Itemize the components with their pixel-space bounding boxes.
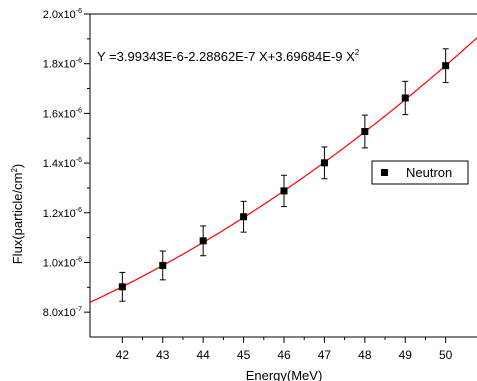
x-tick-label: 46 — [277, 348, 291, 362]
data-point — [280, 187, 288, 195]
fit-equation: Y =3.99343E-6-2.28862E-7 X+3.69684E-9 X2 — [97, 48, 360, 64]
x-tick-label: 48 — [358, 348, 372, 362]
data-point — [361, 128, 369, 136]
data-point — [240, 213, 248, 221]
legend-marker — [381, 169, 388, 176]
legend: Neutron — [371, 160, 469, 185]
legend-label: Neutron — [406, 165, 452, 180]
y-tick-label: 1.4x10-6 — [43, 157, 82, 170]
data-point — [118, 283, 126, 291]
x-axis-label: Energy(MeV) — [246, 368, 323, 381]
x-tick-label: 42 — [116, 348, 130, 362]
y-axis-label: Flux(particle/cm2) — [10, 164, 25, 265]
x-tick-label: 47 — [318, 348, 332, 362]
data-point — [199, 237, 207, 245]
x-tick-label: 43 — [156, 348, 170, 362]
data-point — [320, 159, 328, 167]
x-axis-ticks: 42 43 44 45 46 47 48 49 50 — [116, 337, 453, 362]
legend-box — [371, 160, 469, 185]
data-point — [442, 62, 450, 70]
y-tick-label: 1.2x10-6 — [43, 207, 82, 220]
y-axis-ticks: 8.0x10-7 1.0x10-6 1.2x10-6 1.4x10-6 1.6x10-6… — [43, 8, 90, 319]
y-tick-label: 1.0x10-6 — [43, 256, 82, 269]
x-tick-label: 49 — [399, 348, 413, 362]
y-tick-label: 8.0x10-7 — [43, 306, 82, 319]
y-tick-label: 1.8x10-6 — [43, 58, 82, 71]
x-tick-label: 44 — [196, 348, 210, 362]
y-tick-label: 1.6x10-6 — [43, 107, 82, 120]
data-point — [159, 261, 167, 269]
x-tick-label: 50 — [439, 348, 453, 362]
data-point — [401, 94, 409, 102]
x-tick-label: 45 — [237, 348, 251, 362]
data-points — [118, 48, 450, 302]
y-tick-label: 2.0x10-6 — [43, 8, 82, 21]
